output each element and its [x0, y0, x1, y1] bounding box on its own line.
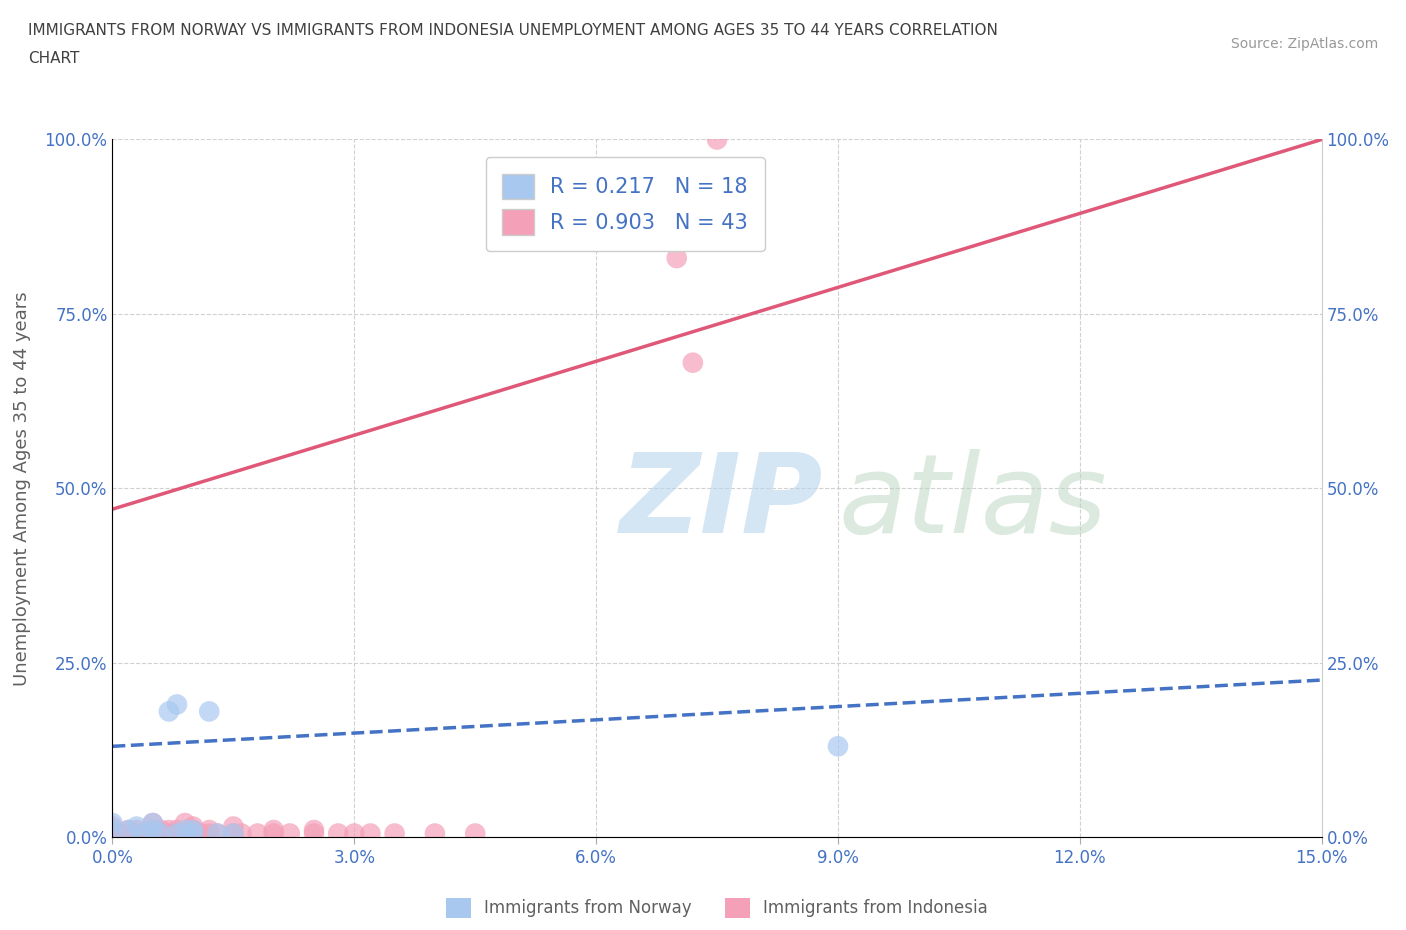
Point [166, 823, 188, 838]
Point [302, 826, 325, 841]
Point [101, 823, 124, 838]
Point [101, 826, 124, 841]
Point [384, 826, 406, 841]
Point [343, 826, 366, 841]
Point [827, 738, 849, 753]
Point [110, 826, 132, 841]
Point [149, 826, 172, 841]
Point [198, 823, 221, 838]
Point [149, 826, 172, 841]
Point [117, 823, 139, 838]
Point [328, 826, 350, 841]
Point [682, 355, 704, 370]
Point [125, 826, 148, 841]
Point [166, 826, 188, 841]
Point [125, 819, 148, 834]
Point [207, 826, 229, 841]
Legend: Immigrants from Norway, Immigrants from Indonesia: Immigrants from Norway, Immigrants from … [437, 889, 997, 926]
Point [142, 816, 165, 830]
Point [246, 826, 269, 841]
Point [157, 704, 180, 719]
Point [157, 823, 180, 838]
Point [359, 826, 381, 841]
Point [181, 823, 204, 838]
Point [149, 823, 172, 838]
Point [125, 823, 148, 838]
Point [665, 251, 688, 266]
Point [157, 826, 180, 841]
Point [302, 823, 325, 838]
Point [134, 826, 156, 841]
Point [222, 819, 245, 834]
Point [464, 826, 486, 841]
Point [207, 826, 229, 841]
Point [423, 826, 446, 841]
Point [101, 816, 124, 830]
Point [222, 826, 245, 841]
Point [231, 826, 253, 841]
Point [166, 826, 188, 841]
Point [101, 819, 124, 834]
Point [181, 819, 204, 834]
Point [174, 816, 197, 830]
Point [263, 826, 285, 841]
Text: Source: ZipAtlas.com: Source: ZipAtlas.com [1230, 37, 1378, 51]
Point [222, 826, 245, 841]
Point [174, 823, 197, 838]
Point [166, 698, 188, 712]
Point [198, 704, 221, 719]
Point [134, 826, 156, 841]
Point [263, 823, 285, 838]
Point [142, 816, 165, 830]
Point [181, 826, 204, 841]
Point [174, 826, 197, 841]
Point [142, 823, 165, 838]
Y-axis label: Unemployment Among Ages 35 to 44 years: Unemployment Among Ages 35 to 44 years [13, 291, 31, 685]
Point [190, 826, 212, 841]
Text: IMMIGRANTS FROM NORWAY VS IMMIGRANTS FROM INDONESIA UNEMPLOYMENT AMONG AGES 35 T: IMMIGRANTS FROM NORWAY VS IMMIGRANTS FRO… [28, 23, 998, 38]
Point [142, 826, 165, 841]
Point [278, 826, 301, 841]
Point [181, 823, 204, 838]
Text: ZIP: ZIP [620, 448, 824, 556]
Point [706, 132, 728, 147]
Text: atlas: atlas [838, 448, 1107, 556]
Point [181, 826, 204, 841]
Point [117, 823, 139, 838]
Text: CHART: CHART [28, 51, 80, 66]
Point [198, 826, 221, 841]
Point [142, 823, 165, 838]
